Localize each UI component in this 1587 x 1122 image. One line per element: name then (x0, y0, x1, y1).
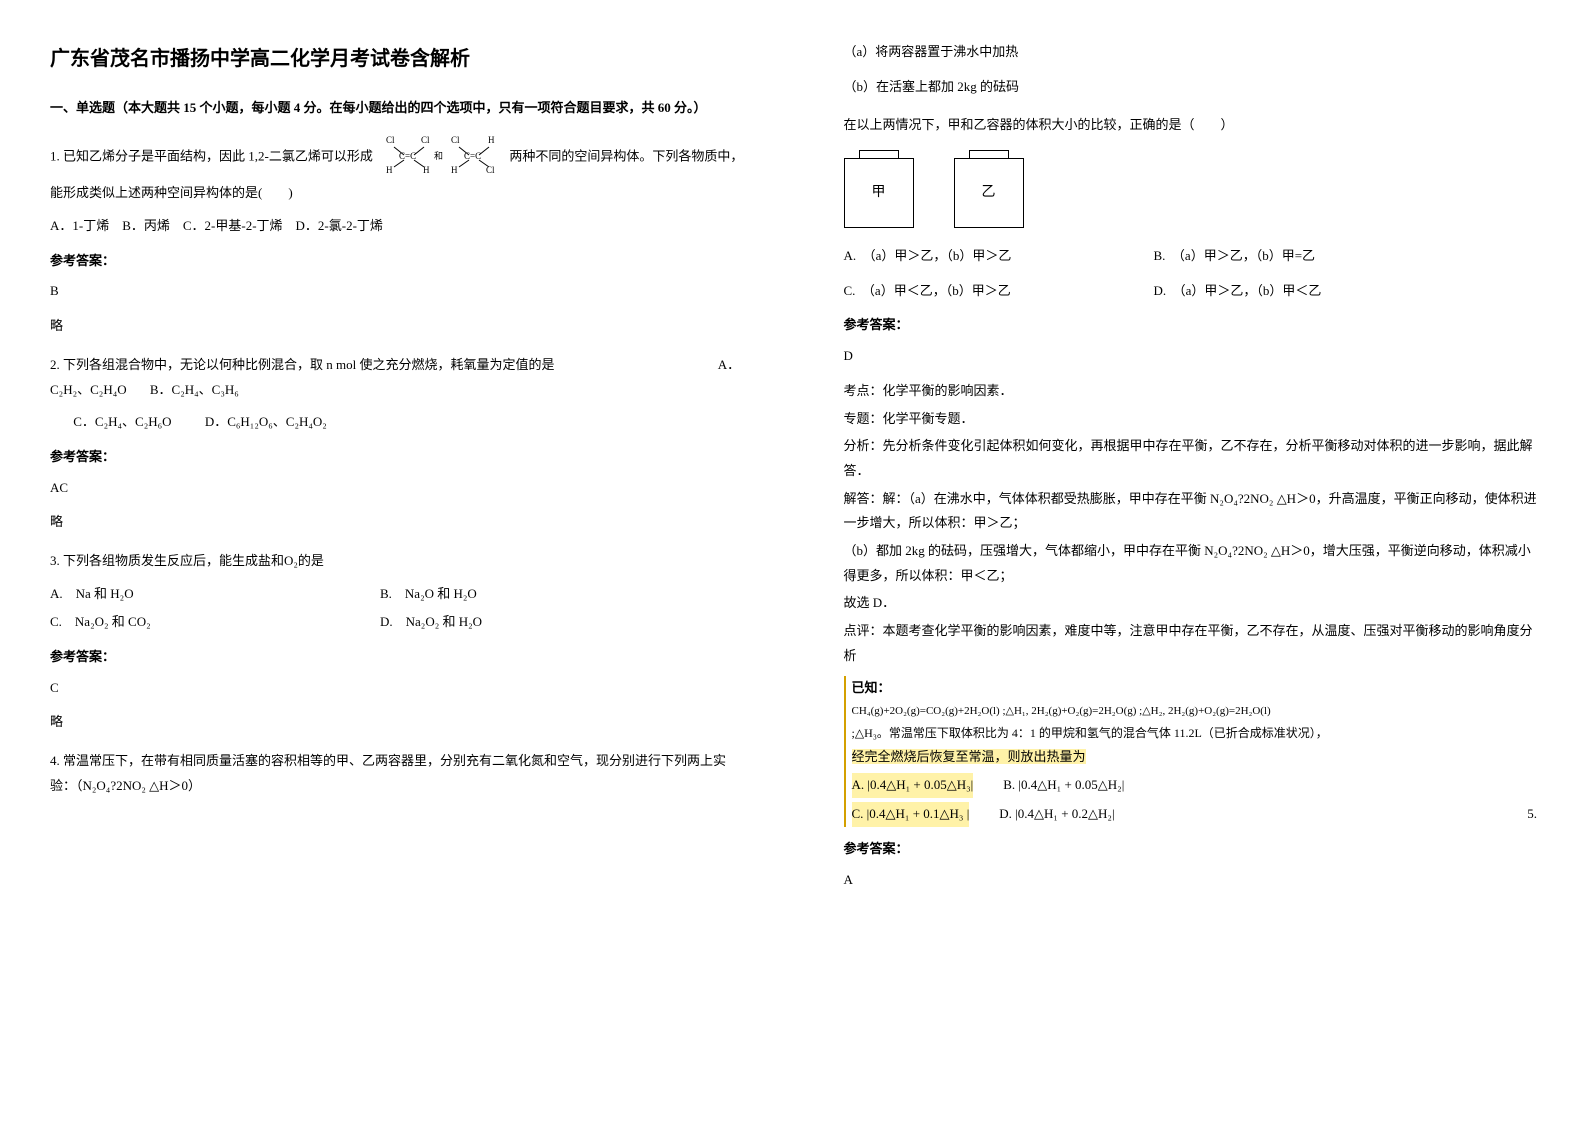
question-2: 2. 下列各组混合物中，无论以何种比例混合，取 n mol 使之充分燃烧，耗氧量… (50, 353, 744, 535)
q4-answer: D (844, 344, 1538, 369)
q2-note: 略 (50, 510, 744, 535)
question-3: 3. 下列各组物质发生反应后，能生成盐和O₂的是 A. Na 和 H₂O B. … (50, 549, 744, 735)
q3-note: 略 (50, 710, 744, 735)
svg-text:C=C: C=C (464, 151, 481, 161)
q2-opt-b: B．C₂H₄、C₃H₆ (150, 382, 239, 397)
q1-text-before: 1. 已知乙烯分子是平面结构，因此 1,2-二氯乙烯可以形成 (50, 148, 373, 163)
q4-p1: 考点：化学平衡的影响因素． (844, 379, 1538, 404)
q5-eq2: ;△H₃。常温常压下取体积比为 4：1 的甲烷和氢气的混合气体 11.2L（已折… (852, 722, 1538, 745)
q4-opt-d: D. （a）甲＞乙，（b）甲＜乙 (1154, 279, 1322, 304)
q4-p3: 分析：先分析条件变化引起体积如何变化，再根据甲中存在平衡，乙不存在，分析平衡移动… (844, 434, 1538, 483)
svg-text:H: H (451, 165, 458, 173)
q4-text: 4. 常温常压下，在带有相同质量活塞的容积相等的甲、乙两容器里，分别充有二氧化氮… (50, 749, 744, 798)
q2-opt-d: D．C₆H₁₂O₆、C₂H₄O₂ (205, 414, 327, 429)
q3-opt-b: B. Na₂O 和 H₂O (380, 582, 477, 607)
q3-opt-d: D. Na₂O₂ 和 H₂O (380, 610, 482, 635)
structure-diagram-icon: Cl Cl C=C H H 和 Cl H C=C (376, 133, 506, 182)
section-header: 一、单选题（本大题共 15 个小题，每小题 4 分。在每小题给出的四个选项中，只… (50, 96, 744, 121)
answer-label: 参考答案： (50, 645, 744, 670)
q4-p2: 专题：化学平衡专题． (844, 407, 1538, 432)
q5-answer: A (844, 868, 1538, 893)
svg-text:Cl: Cl (421, 135, 430, 145)
q2-answer: AC (50, 476, 744, 501)
answer-label: 参考答案： (844, 313, 1538, 338)
q4-step-b: （b）在活塞上都加 2kg 的砝码 (844, 75, 1538, 100)
svg-text:Cl: Cl (486, 165, 495, 173)
q3-opt-a: A. Na 和 H₂O (50, 582, 330, 607)
q3-opt-c: C. Na₂O₂ 和 CO₂ (50, 610, 330, 635)
vessel-label-yi: 乙 (954, 158, 1024, 228)
page-title: 广东省茂名市播扬中学高二化学月考试卷含解析 (50, 40, 744, 78)
svg-text:Cl: Cl (451, 135, 460, 145)
svg-text:H: H (386, 165, 393, 173)
q5-opt-a: A. |0.4△H₁ + 0.05△H₃| (852, 773, 974, 798)
q5-opt-c: C. |0.4△H₁ + 0.1△H₃ | (852, 802, 970, 827)
q5-eq1: CH₄(g)+2O₂(g)=CO₂(g)+2H₂O(l) ;△H₁, 2H₂(g… (852, 701, 1538, 722)
q5-opt-b: B. |0.4△H₁ + 0.05△H₂| (1003, 773, 1124, 798)
answer-label: 参考答案： (844, 837, 1538, 862)
q5-known: 已知： (852, 676, 1538, 701)
svg-text:C=C: C=C (399, 151, 416, 161)
vessel-yi: 乙 (954, 150, 1024, 228)
svg-text:和: 和 (434, 151, 443, 161)
q2-text: 2. 下列各组混合物中，无论以何种比例混合，取 n mol 使之充分燃烧，耗氧量… (50, 357, 554, 372)
plunger-icon (969, 150, 1009, 158)
vessel-jia: 甲 (844, 150, 914, 228)
answer-label: 参考答案： (50, 445, 744, 470)
question-4: 4. 常温常压下，在带有相同质量活塞的容积相等的甲、乙两容器里，分别充有二氧化氮… (50, 749, 744, 798)
question-5: 已知： CH₄(g)+2O₂(g)=CO₂(g)+2H₂O(l) ;△H₁, 2… (844, 676, 1538, 892)
q4-opt-a: A. （a）甲＞乙，（b）甲＞乙 (844, 244, 1104, 269)
q2-opt-c: C．C₂H₄、C₂H₆O (73, 414, 171, 429)
vessel-diagram: 甲 乙 (844, 150, 1538, 228)
q4-p7: 点评：本题考查化学平衡的影响因素，难度中等，注意甲中存在平衡，乙不存在，从温度、… (844, 619, 1538, 668)
right-column: （a）将两容器置于沸水中加热 （b）在活塞上都加 2kg 的砝码 在以上两情况下… (794, 0, 1587, 1122)
question-1: 1. 已知乙烯分子是平面结构，因此 1,2-二氯乙烯可以形成 Cl Cl C=C… (50, 133, 744, 339)
plunger-icon (859, 150, 899, 158)
q4-p4: 解答：解：（a）在沸水中，气体体积都受热膨胀，甲中存在平衡 N₂O₄?2NO₂ … (844, 487, 1538, 536)
q4-opt-b: B. （a）甲＞乙，（b）甲=乙 (1154, 244, 1316, 269)
q3-text: 3. 下列各组物质发生反应后，能生成盐和O₂的是 (50, 549, 744, 574)
q5-opt-d: D. |0.4△H₁ + 0.2△H₂| (999, 802, 1114, 827)
q5-num: 5. (1527, 802, 1537, 827)
svg-text:Cl: Cl (386, 135, 395, 145)
svg-text:H: H (423, 165, 430, 173)
q4-p5: （b）都加 2kg 的砝码，压强增大，气体都缩小，甲中存在平衡 N₂O₄?2NO… (844, 539, 1538, 588)
vessel-label-jia: 甲 (844, 158, 914, 228)
q4-question-line: 在以上两情况下，甲和乙容器的体积大小的比较，正确的是（ ） (844, 113, 1538, 138)
q3-answer: C (50, 676, 744, 701)
q4-p6: 故选 D． (844, 591, 1538, 616)
svg-text:H: H (488, 135, 495, 145)
q4-step-a: （a）将两容器置于沸水中加热 (844, 40, 1538, 65)
q5-eq3: 经完全燃烧后恢复至常温，则放出热量为 (852, 749, 1086, 764)
answer-label: 参考答案： (50, 249, 744, 274)
q1-options: A．1-丁烯 B．丙烯 C．2-甲基-2-丁烯 D．2-氯-2-丁烯 (50, 214, 744, 239)
q1-answer: B (50, 279, 744, 304)
q1-note: 略 (50, 314, 744, 339)
q4-opt-c: C. （a）甲＜乙，（b）甲＞乙 (844, 279, 1104, 304)
left-column: 广东省茂名市播扬中学高二化学月考试卷含解析 一、单选题（本大题共 15 个小题，… (0, 0, 794, 1122)
